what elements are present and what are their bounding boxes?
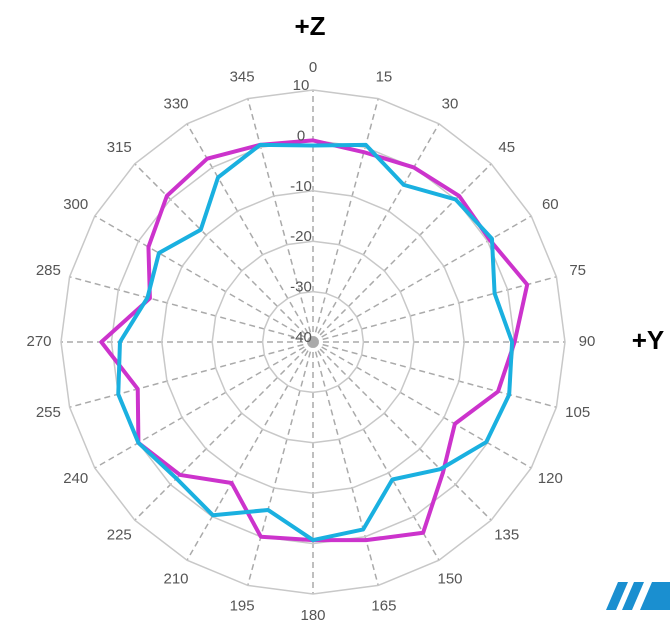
spoke xyxy=(312,98,379,343)
spoke xyxy=(312,163,492,343)
series-line xyxy=(116,142,515,543)
category-label: 180 xyxy=(300,607,325,624)
spoke xyxy=(94,215,314,343)
category-label: 135 xyxy=(494,527,519,544)
category-label: 255 xyxy=(36,404,61,421)
grid-ring xyxy=(261,290,365,394)
spoke xyxy=(134,341,314,521)
category-label: 120 xyxy=(538,470,563,487)
category-label: 330 xyxy=(163,96,188,113)
category-label: 210 xyxy=(163,570,188,587)
category-label: 345 xyxy=(230,68,255,85)
grid-ring xyxy=(211,240,415,444)
spoke xyxy=(247,341,314,586)
y-tick-label: -40 xyxy=(290,329,312,346)
category-label: 195 xyxy=(230,598,255,615)
spoke xyxy=(69,276,314,343)
category-label: 60 xyxy=(542,196,559,213)
category-label: 0 xyxy=(309,59,317,76)
category-label: 30 xyxy=(442,96,459,113)
category-label: 15 xyxy=(376,68,393,85)
category-label: 300 xyxy=(63,196,88,213)
category-label: 315 xyxy=(107,139,132,156)
y-tick-label: -20 xyxy=(290,228,312,245)
axis-annotation: +Z xyxy=(294,11,325,41)
y-tick-label: 10 xyxy=(293,77,310,94)
spoke xyxy=(69,341,314,408)
category-label: 75 xyxy=(569,262,586,279)
spoke xyxy=(312,341,532,469)
y-tick-label: 0 xyxy=(297,127,305,144)
spoke xyxy=(186,341,314,561)
category-label: 270 xyxy=(26,333,51,350)
y-tick-label: -10 xyxy=(290,178,312,195)
spoke xyxy=(312,341,440,561)
spoke xyxy=(312,341,557,408)
category-label: 240 xyxy=(63,470,88,487)
category-label: 45 xyxy=(498,139,515,156)
category-label: 285 xyxy=(36,262,61,279)
category-label: 165 xyxy=(371,598,396,615)
category-label: 105 xyxy=(565,404,590,421)
grid-ring xyxy=(110,139,516,545)
spoke xyxy=(134,163,314,343)
category-label: 225 xyxy=(107,527,132,544)
spoke xyxy=(247,98,314,343)
category-label: 90 xyxy=(579,333,596,350)
spoke xyxy=(312,276,557,343)
spoke xyxy=(312,341,379,586)
axis-annotation: +Y xyxy=(632,325,665,355)
logo xyxy=(606,582,670,610)
y-tick-label: -30 xyxy=(290,279,312,296)
grid-ring xyxy=(161,190,465,494)
category-label: 150 xyxy=(437,570,462,587)
spoke xyxy=(312,341,492,521)
spoke xyxy=(312,123,440,343)
spoke xyxy=(312,215,532,343)
grid-ring xyxy=(60,89,566,595)
spoke xyxy=(94,341,314,469)
